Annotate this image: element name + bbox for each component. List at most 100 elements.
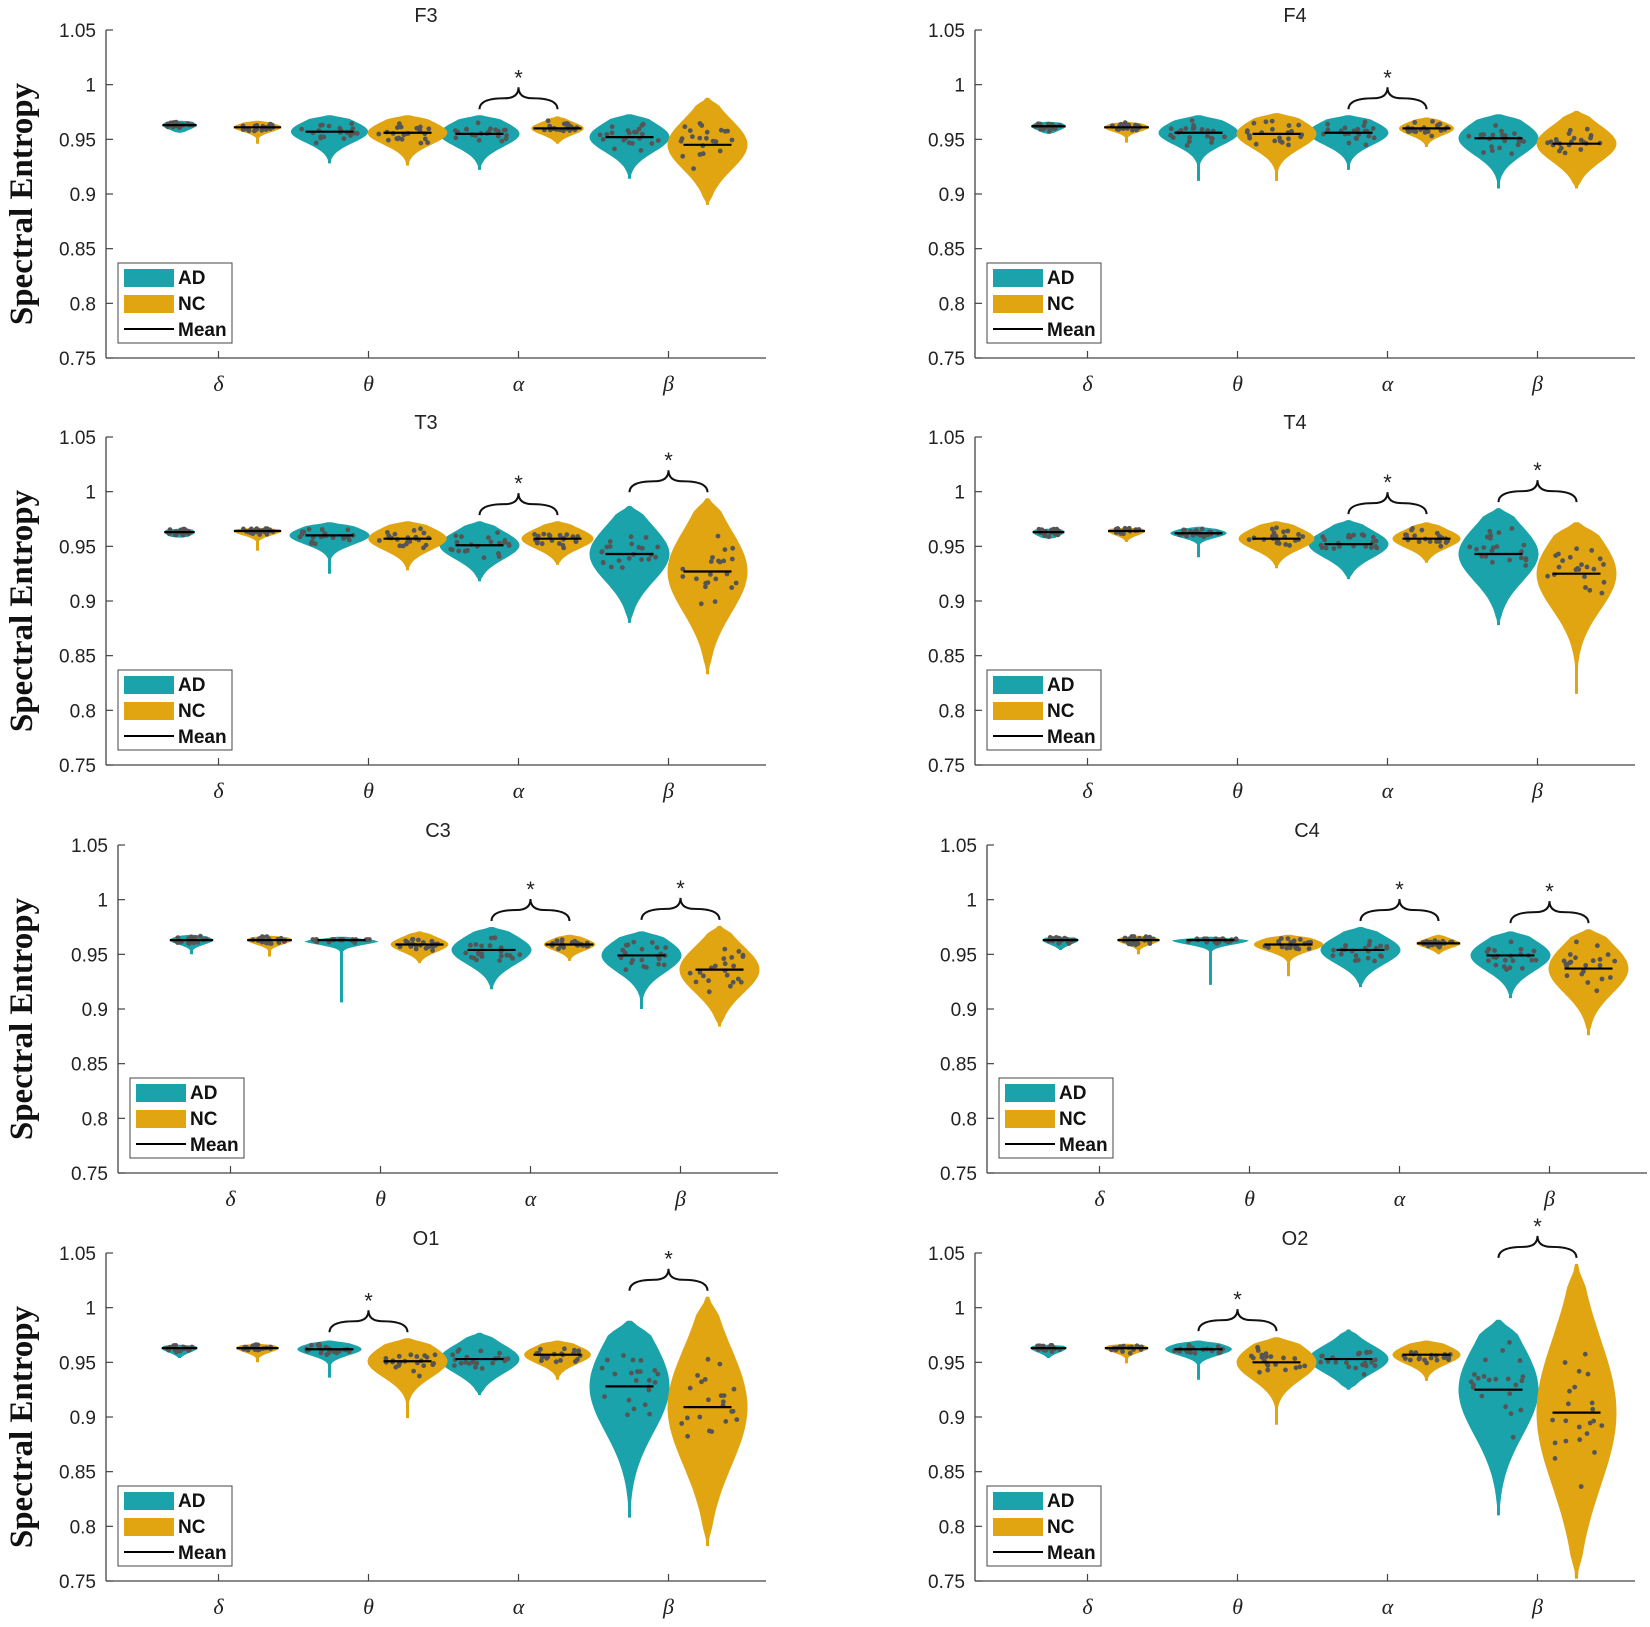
data-point: [632, 129, 637, 135]
data-point: [554, 938, 560, 944]
violin-nc-1: [367, 115, 448, 166]
y-tick-label: 0.85: [928, 240, 965, 261]
violin-ad-3: [589, 505, 670, 623]
y-tick-label: 1: [85, 483, 96, 504]
significance-star: *: [514, 471, 523, 496]
data-point: [1353, 1365, 1359, 1371]
legend-swatch-ad: [136, 1084, 186, 1102]
data-point: [1222, 134, 1227, 140]
data-point: [1187, 139, 1192, 144]
data-point: [532, 532, 537, 537]
data-point: [1591, 566, 1597, 572]
violin-body: [1458, 114, 1539, 189]
data-point: [1269, 526, 1275, 532]
data-point: [341, 536, 347, 541]
data-point: [557, 532, 563, 538]
data-point: [690, 134, 695, 140]
data-point: [517, 952, 523, 957]
data-point: [1205, 133, 1210, 139]
data-point: [1263, 119, 1269, 125]
data-point: [1507, 965, 1513, 971]
data-point: [1490, 132, 1496, 138]
data-point: [1250, 1355, 1256, 1361]
data-point: [505, 1356, 511, 1362]
data-point: [629, 1370, 634, 1376]
y-tick-label: 0.85: [940, 1055, 977, 1076]
violin-nc-3: [667, 1296, 748, 1546]
data-point: [725, 128, 730, 134]
data-point: [1484, 949, 1490, 955]
data-point: [1268, 1354, 1274, 1359]
violin-body: [297, 1340, 362, 1378]
data-point: [1422, 130, 1428, 135]
data-point: [695, 1373, 700, 1378]
data-point: [421, 545, 426, 551]
significance-brace: [328, 1310, 409, 1333]
legend-label: AD: [1047, 1491, 1074, 1512]
data-point: [1502, 957, 1508, 963]
legend: AD NC Mean: [129, 1077, 245, 1159]
data-point: [476, 137, 482, 143]
data-point: [1505, 1376, 1511, 1382]
significance-brace: [1497, 480, 1578, 503]
data-point: [1352, 958, 1358, 963]
data-point: [476, 951, 482, 957]
data-point: [1363, 1363, 1369, 1369]
legend-label: AD: [1047, 268, 1074, 289]
violin-nc-3: [667, 498, 748, 675]
significance-brace: [1497, 1235, 1578, 1259]
data-point: [346, 537, 352, 543]
data-point: [1134, 127, 1139, 133]
data-point: [685, 1433, 690, 1439]
data-point: [479, 1366, 485, 1371]
significance-brace: [628, 1268, 709, 1291]
data-point: [538, 1346, 543, 1352]
data-point: [1342, 125, 1348, 131]
data-point: [1133, 122, 1138, 128]
data-point: [1338, 951, 1344, 957]
data-point: [680, 566, 686, 572]
data-point: [1500, 1348, 1506, 1353]
data-point: [503, 127, 508, 133]
data-point: [475, 120, 481, 126]
data-point: [414, 1354, 420, 1359]
data-point: [644, 965, 649, 970]
violin-body: [589, 1320, 670, 1518]
violin-body: [1392, 522, 1461, 563]
data-point: [735, 976, 741, 982]
data-point: [1487, 528, 1493, 534]
data-point: [1323, 545, 1329, 551]
violin-ad-2: [1308, 520, 1389, 580]
data-point: [713, 576, 719, 582]
violin-nc-2: [1399, 117, 1454, 147]
data-point: [639, 123, 645, 128]
legend-label: AD: [178, 675, 205, 696]
data-point: [1517, 138, 1522, 144]
legend-label: Mean: [1047, 320, 1096, 341]
data-point: [488, 539, 494, 545]
data-point: [730, 545, 736, 551]
violin-nc-0: [236, 1342, 279, 1363]
data-point: [546, 532, 552, 538]
panel-title: C3: [425, 820, 451, 842]
data-point: [1363, 544, 1369, 549]
significance-star: *: [514, 65, 523, 90]
data-point: [453, 533, 459, 539]
data-point: [1285, 936, 1291, 941]
violin-nc-3: [1536, 1263, 1617, 1579]
data-point: [1271, 530, 1277, 536]
legend-swatch-ad: [124, 269, 174, 287]
violin-ad-1: [297, 1340, 362, 1378]
legend-label: NC: [1059, 1109, 1087, 1130]
data-point: [395, 125, 400, 130]
x-tick-label: θ: [1232, 1594, 1243, 1619]
data-point: [1561, 958, 1567, 964]
data-point: [1251, 120, 1257, 126]
panel-title: C4: [1294, 820, 1320, 842]
data-point: [718, 127, 724, 133]
violin-nc-1: [1236, 1337, 1317, 1425]
data-point: [1284, 945, 1290, 951]
data-point: [418, 140, 424, 146]
violin-ad-1: [1165, 1340, 1232, 1380]
y-axis-label: Spectral Entropy: [4, 82, 40, 325]
